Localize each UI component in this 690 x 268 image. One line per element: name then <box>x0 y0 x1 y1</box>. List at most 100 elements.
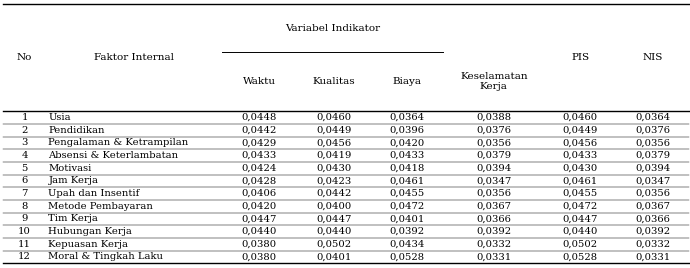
Text: 2: 2 <box>21 126 28 135</box>
Text: 1: 1 <box>21 113 28 122</box>
Text: NIS: NIS <box>642 53 663 62</box>
Text: 0,0502: 0,0502 <box>563 240 598 249</box>
Text: 0,0455: 0,0455 <box>563 189 598 198</box>
Text: 0,0356: 0,0356 <box>476 138 511 147</box>
Text: 0,0379: 0,0379 <box>476 151 511 160</box>
Text: Kepuasan Kerja: Kepuasan Kerja <box>48 240 128 249</box>
Text: 0,0396: 0,0396 <box>390 126 424 135</box>
Text: 0,0364: 0,0364 <box>390 113 425 122</box>
Text: 0,0392: 0,0392 <box>635 227 670 236</box>
Text: 0,0367: 0,0367 <box>635 202 670 211</box>
Text: 0,0392: 0,0392 <box>476 227 511 236</box>
Text: Faktor Internal: Faktor Internal <box>94 53 174 62</box>
Text: 0,0447: 0,0447 <box>563 214 598 223</box>
Text: 0,0433: 0,0433 <box>390 151 425 160</box>
Text: 0,0400: 0,0400 <box>316 202 351 211</box>
Text: 0,0401: 0,0401 <box>316 252 351 261</box>
Text: 0,0356: 0,0356 <box>635 138 670 147</box>
Text: 0,0447: 0,0447 <box>241 214 277 223</box>
Text: 5: 5 <box>21 164 28 173</box>
Text: 0,0433: 0,0433 <box>241 151 277 160</box>
Text: 0,0347: 0,0347 <box>635 176 670 185</box>
Text: 10: 10 <box>18 227 31 236</box>
Text: 0,0460: 0,0460 <box>563 113 598 122</box>
Text: 7: 7 <box>21 189 28 198</box>
Text: 0,0332: 0,0332 <box>635 240 670 249</box>
Text: 0,0461: 0,0461 <box>390 176 425 185</box>
Text: 0,0430: 0,0430 <box>316 164 351 173</box>
Text: 0,0460: 0,0460 <box>316 113 351 122</box>
Text: Hubungan Kerja: Hubungan Kerja <box>48 227 132 236</box>
Text: Upah dan Insentif: Upah dan Insentif <box>48 189 140 198</box>
Text: 0,0331: 0,0331 <box>476 252 511 261</box>
Text: Kualitas: Kualitas <box>313 77 355 86</box>
Text: 0,0448: 0,0448 <box>241 113 277 122</box>
Text: 6: 6 <box>21 176 28 185</box>
Text: Motivasi: Motivasi <box>48 164 92 173</box>
Text: Moral & Tingkah Laku: Moral & Tingkah Laku <box>48 252 164 261</box>
Text: 0,0420: 0,0420 <box>241 202 277 211</box>
Text: Usia: Usia <box>48 113 71 122</box>
Text: 0,0367: 0,0367 <box>476 202 511 211</box>
Text: 0,0472: 0,0472 <box>563 202 598 211</box>
Text: PIS: PIS <box>571 53 589 62</box>
Text: 0,0456: 0,0456 <box>316 138 351 147</box>
Text: 0,0434: 0,0434 <box>389 240 425 249</box>
Text: 0,0447: 0,0447 <box>316 214 351 223</box>
Text: 0,0331: 0,0331 <box>635 252 670 261</box>
Text: 0,0401: 0,0401 <box>389 214 425 223</box>
Text: 0,0455: 0,0455 <box>390 189 425 198</box>
Text: 0,0394: 0,0394 <box>635 164 670 173</box>
Text: Waktu: Waktu <box>242 77 275 86</box>
Text: 3: 3 <box>21 138 28 147</box>
Text: 0,0380: 0,0380 <box>241 240 277 249</box>
Text: 0,0418: 0,0418 <box>389 164 425 173</box>
Text: 0,0392: 0,0392 <box>390 227 425 236</box>
Text: 0,0461: 0,0461 <box>563 176 598 185</box>
Text: 0,0433: 0,0433 <box>563 151 598 160</box>
Text: 0,0428: 0,0428 <box>241 176 277 185</box>
Text: 0,0442: 0,0442 <box>241 126 277 135</box>
Text: Biaya: Biaya <box>393 77 422 86</box>
Text: 4: 4 <box>21 151 28 160</box>
Text: 0,0347: 0,0347 <box>476 176 511 185</box>
Text: 0,0376: 0,0376 <box>635 126 670 135</box>
Text: Metode Pembayaran: Metode Pembayaran <box>48 202 153 211</box>
Text: 0,0429: 0,0429 <box>241 138 277 147</box>
Text: Jam Kerja: Jam Kerja <box>48 176 99 185</box>
Text: 0,0440: 0,0440 <box>563 227 598 236</box>
Text: 11: 11 <box>18 240 31 249</box>
Text: 0,0364: 0,0364 <box>635 113 670 122</box>
Text: 0,0366: 0,0366 <box>635 214 670 223</box>
Text: 8: 8 <box>21 202 28 211</box>
Text: 0,0424: 0,0424 <box>241 164 277 173</box>
Text: 0,0366: 0,0366 <box>476 214 511 223</box>
Text: 9: 9 <box>21 214 28 223</box>
Text: 0,0430: 0,0430 <box>563 164 598 173</box>
Text: 0,0388: 0,0388 <box>476 113 511 122</box>
Text: Pendidikan: Pendidikan <box>48 126 105 135</box>
Text: 12: 12 <box>18 252 31 261</box>
Text: Keselamatan
Kerja: Keselamatan Kerja <box>460 72 528 91</box>
Text: No: No <box>17 53 32 62</box>
Text: 0,0419: 0,0419 <box>316 151 351 160</box>
Text: 0,0420: 0,0420 <box>390 138 425 147</box>
Text: 0,0376: 0,0376 <box>476 126 511 135</box>
Text: Tim Kerja: Tim Kerja <box>48 214 98 223</box>
Text: 0,0394: 0,0394 <box>476 164 511 173</box>
Text: 0,0472: 0,0472 <box>390 202 425 211</box>
Text: 0,0442: 0,0442 <box>316 189 351 198</box>
Text: 0,0440: 0,0440 <box>316 227 351 236</box>
Text: Absensi & Keterlambatan: Absensi & Keterlambatan <box>48 151 179 160</box>
Text: 0,0440: 0,0440 <box>241 227 277 236</box>
Text: Pengalaman & Ketrampilan: Pengalaman & Ketrampilan <box>48 138 188 147</box>
Text: Variabel Indikator: Variabel Indikator <box>285 24 380 33</box>
Text: 0,0406: 0,0406 <box>241 189 277 198</box>
Text: 0,0528: 0,0528 <box>390 252 425 261</box>
Text: 0,0423: 0,0423 <box>316 176 351 185</box>
Text: 0,0356: 0,0356 <box>635 189 670 198</box>
Text: 0,0380: 0,0380 <box>241 252 277 261</box>
Text: 0,0502: 0,0502 <box>316 240 351 249</box>
Text: 0,0332: 0,0332 <box>476 240 511 249</box>
Text: 0,0449: 0,0449 <box>563 126 598 135</box>
